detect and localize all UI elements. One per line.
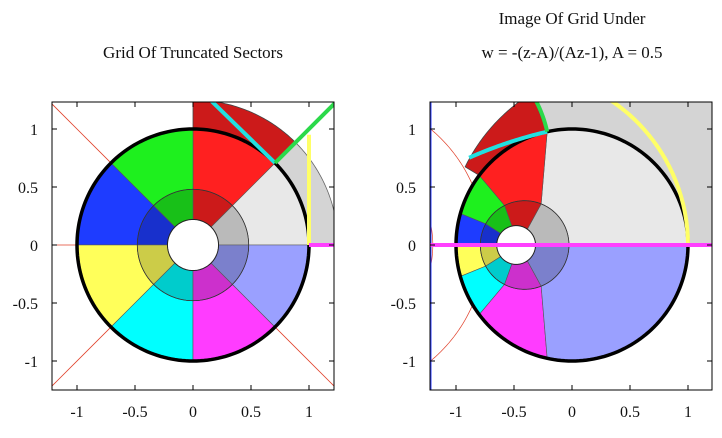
right-title-line1: Image Of Grid Under — [499, 9, 646, 28]
left-panel: Grid Of Truncated Sectors -1 -0.5 0 0.5 1 1 0.… — [13, 43, 335, 421]
right-ticks-ytick-label-2: 0 — [408, 238, 416, 255]
right-ticks-ytick-label-3: -0.5 — [391, 296, 416, 313]
right-ticks-xtick-label-0: -1 — [449, 404, 462, 421]
left-ticks-ytick-label-0: 1 — [30, 122, 38, 139]
left-ticks-ytick-label-4: -1 — [25, 354, 38, 371]
left-cyan-segment — [209, 102, 277, 165]
left-ticks: -1 -0.5 0 0.5 1 1 0.5 0 -0.5 -1 — [13, 102, 334, 421]
right-guide-arc-2 — [430, 219, 434, 271]
right-ticks-ytick-label-4: -1 — [403, 354, 416, 371]
left-ticks-xtick-label-3: 0.5 — [241, 404, 261, 421]
right-ticks-xtick-label-1: -0.5 — [501, 404, 526, 421]
left-ticks-ytick-label-3: -0.5 — [13, 296, 38, 313]
left-green-segment — [273, 102, 334, 165]
right-title-line2: w = -(z-A)/(Az-1), A = 0.5 — [481, 43, 662, 62]
left-plot-area — [52, 102, 334, 387]
left-ticks-xtick-label-0: -1 — [70, 404, 83, 421]
left-unit-circle — [75, 127, 311, 363]
right-panel: Image Of Grid Under w = -(z-A)/(Az-1), A… — [328, 9, 713, 421]
left-ticks-xtick-label-4: 1 — [305, 404, 313, 421]
right-ticks-xtick-label-2: 0 — [568, 404, 576, 421]
right-plot-area — [328, 102, 712, 390]
left-ticks-ytick-label-2: 0 — [30, 238, 38, 255]
left-title: Grid Of Truncated Sectors — [103, 43, 283, 62]
right-ticks-xtick-label-4: 1 — [684, 404, 692, 421]
right-cyan-segment — [468, 129, 548, 160]
right-ticks: -1 -0.5 0 0.5 1 1 0.5 0 -0.5 -1 — [391, 102, 712, 421]
right-yellow-segment — [609, 102, 690, 246]
left-ticks-ytick-label-1: 0.5 — [18, 180, 38, 197]
right-axes-frame — [429, 101, 713, 391]
right-guide-arc-1 — [328, 175, 398, 314]
right-green-segment — [534, 102, 550, 133]
left-ticks-xtick-label-1: -0.5 — [122, 404, 147, 421]
left-ring-mid — [136, 188, 250, 302]
right-ticks-ytick-label-1: 0.5 — [396, 180, 416, 197]
left-ticks-xtick-label-2: 0 — [189, 404, 197, 421]
right-ticks-ytick-label-0: 1 — [408, 122, 416, 139]
right-ticks-xtick-label-3: 0.5 — [620, 404, 640, 421]
left-inner-hole — [166, 218, 220, 272]
